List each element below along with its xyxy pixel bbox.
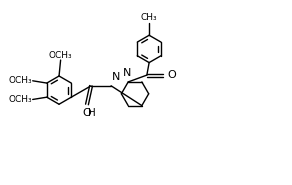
Text: O: O (167, 70, 176, 80)
Text: OCH₃: OCH₃ (49, 51, 72, 60)
Text: OCH₃: OCH₃ (8, 76, 32, 85)
Text: N: N (122, 68, 131, 78)
Text: N: N (112, 72, 121, 82)
Text: OCH₃: OCH₃ (8, 95, 32, 104)
Text: O: O (82, 108, 91, 118)
Text: CH₃: CH₃ (141, 13, 157, 22)
Text: H: H (88, 108, 96, 118)
